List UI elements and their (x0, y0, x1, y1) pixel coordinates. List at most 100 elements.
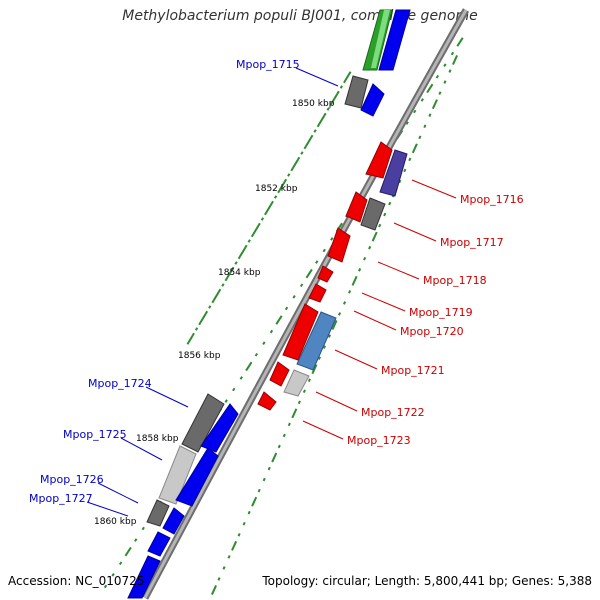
gene-label[interactable]: Mpop_1722 (361, 406, 425, 419)
gene-mpop-1726[interactable] (146, 499, 170, 527)
tick-mark (239, 247, 247, 257)
tick-mark (103, 584, 108, 589)
tick-mark (303, 145, 307, 150)
tick-mark (265, 203, 273, 213)
leader-line (393, 222, 437, 242)
tick-mark (237, 255, 242, 260)
gene-mpop-1727[interactable] (147, 531, 171, 557)
tick-mark (344, 71, 352, 81)
tick-mark (239, 376, 243, 380)
tick-mark (368, 245, 372, 250)
tick-mark (316, 123, 321, 128)
tick-mark (191, 332, 195, 337)
gene-label[interactable]: Mpop_1719 (409, 306, 473, 319)
tick-mark (226, 269, 233, 279)
tick-mark (305, 137, 312, 147)
tick-mark (242, 521, 246, 526)
tick-mark (134, 538, 138, 542)
tick-mark (339, 85, 344, 89)
scale-label: 1860 kbp (94, 517, 137, 527)
tick-mark (234, 261, 238, 265)
leader-line (145, 386, 189, 408)
gene-label[interactable]: Mpop_1717 (440, 236, 504, 249)
tick-mark (358, 268, 362, 272)
tick-mark (315, 260, 319, 264)
tick-mark (244, 244, 248, 249)
tick-mark (343, 79, 347, 84)
tick-mark (408, 157, 412, 162)
gene-green-partial[interactable] (362, 9, 393, 71)
leader-line (411, 179, 457, 199)
tick-mark (318, 115, 326, 125)
tick-mark (405, 121, 409, 125)
tick-mark (257, 488, 261, 493)
scale-label: 1852 kbp (255, 184, 298, 194)
gene-mpop-1720[interactable] (308, 283, 327, 303)
gene-mpop-1722[interactable] (269, 361, 290, 387)
gene-label[interactable]: Mpop_1716 (460, 193, 524, 206)
tick-mark (456, 37, 464, 47)
tick-mark (231, 540, 238, 551)
leader-line (295, 67, 339, 87)
leader-line (334, 349, 378, 370)
gene-mpop-1721b[interactable] (296, 311, 337, 371)
gene-mpop-1719[interactable] (317, 265, 334, 283)
scale-label: 1854 kbp (218, 268, 261, 278)
gene-mpop-1721[interactable] (282, 303, 319, 361)
tick-mark (247, 510, 251, 515)
tick-mark (310, 134, 314, 139)
tick-mark (317, 356, 321, 360)
gene-mpop-1726b[interactable] (162, 507, 185, 535)
gene-mpop-1716[interactable] (365, 141, 393, 179)
gene-blue-top-partial[interactable] (378, 9, 411, 71)
gene-mpop-1724[interactable] (181, 393, 225, 453)
tick-mark (302, 389, 306, 394)
gene-label[interactable]: Mpop_1723 (347, 434, 411, 447)
gene-mpop-1725[interactable] (158, 445, 197, 505)
gene-label[interactable]: Mpop_1715 (236, 58, 300, 71)
gene-mpop-1722b[interactable] (283, 369, 310, 397)
tick-mark (291, 408, 298, 419)
gene-mpop-1717[interactable] (345, 191, 368, 223)
tick-mark (237, 533, 241, 537)
tick-mark (307, 378, 311, 382)
gene-label[interactable]: Mpop_1720 (400, 325, 464, 338)
tick-mark (327, 334, 332, 338)
tick-mark (260, 217, 265, 221)
gene-label[interactable]: Mpop_1718 (423, 274, 487, 287)
tick-mark (452, 55, 458, 65)
gene-mpop-1724b[interactable] (200, 403, 239, 453)
gene-mpop-1725b[interactable] (175, 447, 219, 507)
tick-mark (296, 156, 301, 161)
tick-mark (290, 167, 294, 172)
tick-mark (257, 222, 261, 227)
accession-text: Accession: NC_010725 (8, 574, 145, 588)
tick-mark (250, 233, 255, 238)
gene-mpop-1716b[interactable] (379, 149, 408, 197)
scale-label: 1856 kbp (178, 351, 221, 361)
gene-mpop-1715[interactable] (344, 75, 369, 109)
tick-mark (292, 295, 296, 299)
tick-mark (282, 433, 286, 438)
tick-mark (252, 225, 260, 235)
gene-mpop-1718[interactable] (327, 227, 351, 263)
gene-label[interactable]: Mpop_1727 (29, 492, 93, 505)
gene-label[interactable]: Mpop_1726 (40, 473, 104, 486)
tick-mark (118, 561, 123, 566)
gene-mpop-1723[interactable] (257, 391, 277, 411)
tick-mark (287, 173, 291, 177)
tick-mark (278, 181, 286, 191)
tick-mark (323, 112, 327, 117)
tick-mark (299, 283, 304, 288)
tick-mark (297, 400, 301, 405)
gene-mpop-1717b[interactable] (360, 197, 386, 231)
tick-mark (217, 577, 221, 581)
tick-mark (418, 135, 422, 140)
tick-mark (231, 266, 235, 271)
tick-mark (443, 63, 447, 67)
gene-label[interactable]: Mpop_1721 (381, 364, 445, 377)
gene-blue-1715b[interactable] (360, 83, 385, 117)
gene-blue-bottom-partial[interactable] (127, 555, 161, 599)
gene-label[interactable]: Mpop_1725 (63, 428, 127, 441)
gene-label[interactable]: Mpop_1724 (88, 377, 152, 390)
